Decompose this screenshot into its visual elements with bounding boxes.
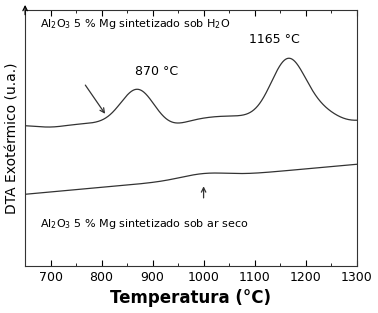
Text: 870 °C: 870 °C <box>135 65 178 78</box>
Text: Al$_2$O$_3$ 5 % Mg sintetizado sob H$_2$O: Al$_2$O$_3$ 5 % Mg sintetizado sob H$_2$… <box>40 17 231 31</box>
Text: 1165 °C: 1165 °C <box>249 33 300 46</box>
X-axis label: Temperatura (°C): Temperatura (°C) <box>110 290 271 307</box>
Y-axis label: DTA Exotérmico (u.a.): DTA Exotérmico (u.a.) <box>6 62 20 214</box>
Text: Al$_2$O$_3$ 5 % Mg sintetizado sob ar seco: Al$_2$O$_3$ 5 % Mg sintetizado sob ar se… <box>40 217 249 231</box>
